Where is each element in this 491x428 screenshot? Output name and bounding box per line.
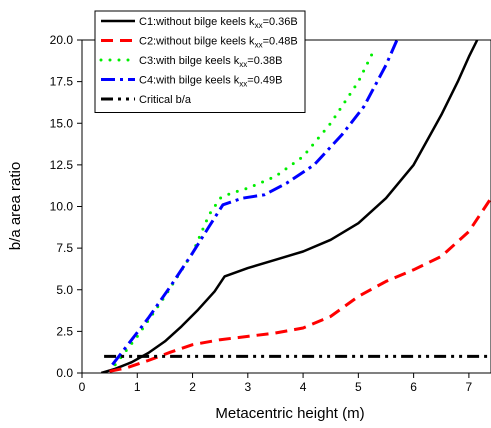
series-line-1 (100, 39, 479, 373)
y-tick-label: 20.0 (50, 33, 74, 47)
y-tick-label: 15.0 (50, 116, 74, 130)
legend-box (94, 10, 306, 113)
series-line-2 (109, 197, 491, 373)
x-tick-label: 4 (300, 380, 307, 394)
x-tick-label: 1 (134, 380, 141, 394)
series-line-4 (111, 39, 399, 366)
y-tick-label: 5.0 (56, 283, 73, 297)
x-tick-label: 0 (79, 380, 86, 394)
legend-label-4: C4:with bilge keels kxx=0.49B (139, 75, 282, 89)
y-tick-label: 7.5 (56, 241, 73, 255)
legend-label-5: Critical b/a (139, 94, 192, 106)
x-tick-label: 5 (355, 380, 362, 394)
x-tick-label: 3 (244, 380, 251, 394)
y-tick-label: 10.0 (50, 200, 74, 214)
series-line-3 (113, 46, 377, 367)
y-axis-title: b/a area ratio (7, 162, 24, 250)
x-tick-label: 7 (466, 380, 473, 394)
series-layer (100, 39, 491, 373)
legend-label-3: C3:with bilge keels kxx=0.38B (139, 55, 282, 69)
y-tick-label: 12.5 (50, 158, 74, 172)
legend-label-2: C2:without bilge keels kxx=0.48B (139, 36, 298, 50)
x-tick-label: 6 (410, 380, 417, 394)
ticks-layer: 0 1 2 3 4 5 6 7 0.0 2.5 5.0 7.5 10.0 12.5 15.0 17.5 20.0 (50, 33, 473, 394)
y-tick-label: 17.5 (50, 75, 74, 89)
legend-label-1: C1:without bilge keels kxx=0.36B (139, 16, 298, 30)
y-tick-label: 2.5 (56, 324, 73, 338)
x-tick-label: 2 (189, 380, 196, 394)
y-tick-label: 0.0 (56, 366, 73, 380)
legend: C1:without bilge keels kxx=0.36B C2:witho… (94, 10, 306, 113)
x-axis-title: Metacentric height (m) (215, 405, 364, 422)
